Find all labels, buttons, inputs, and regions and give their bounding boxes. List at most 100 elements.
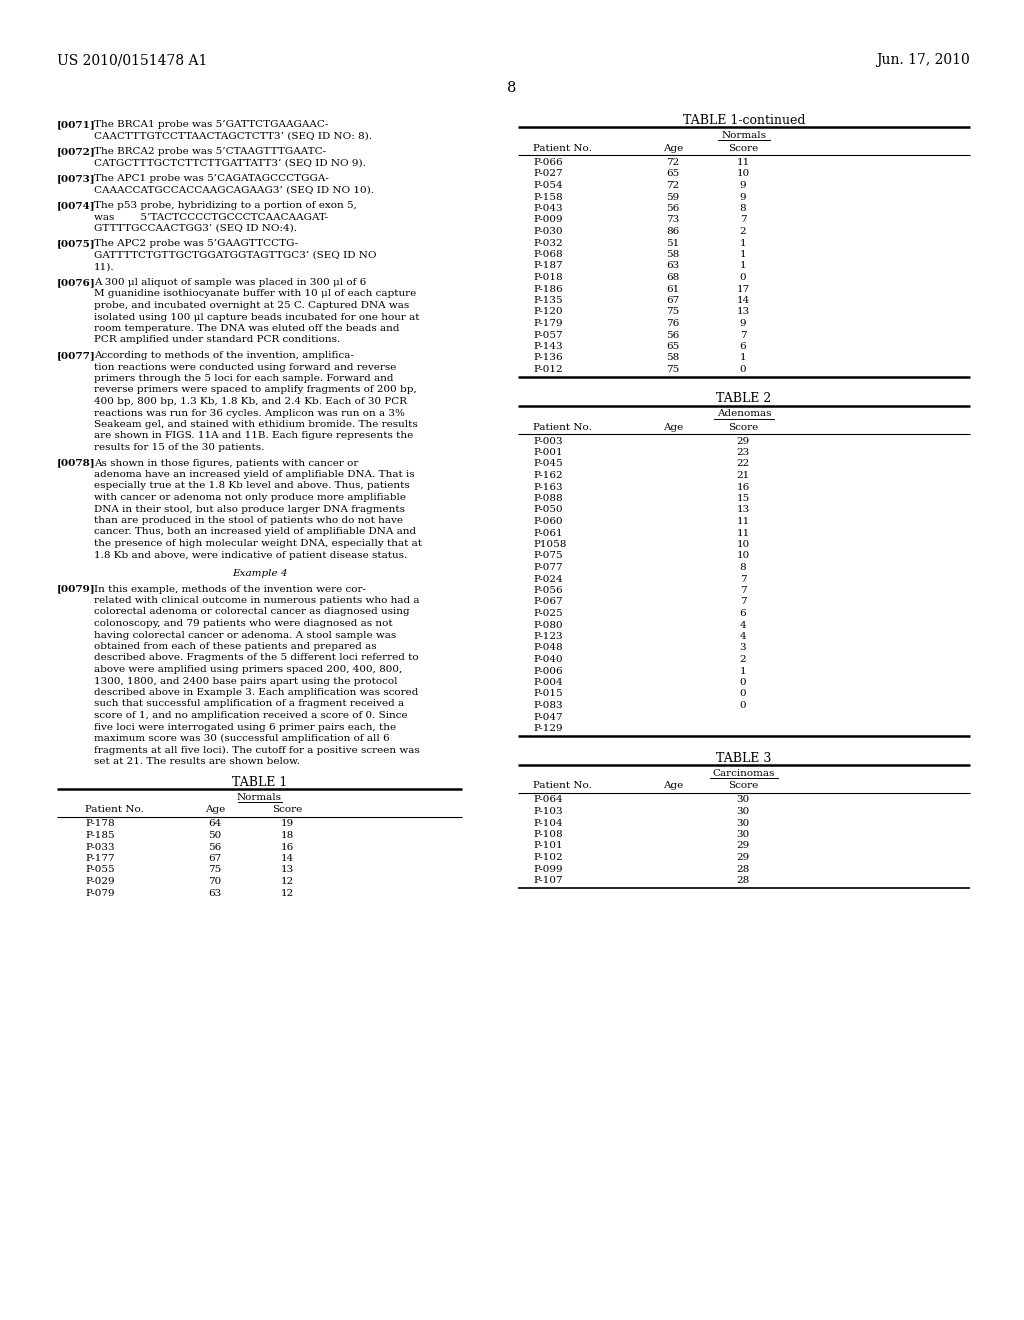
Text: P-047: P-047 xyxy=(534,713,562,722)
Text: 7: 7 xyxy=(739,598,746,606)
Text: 29: 29 xyxy=(736,437,750,446)
Text: 56: 56 xyxy=(208,842,221,851)
Text: [0074]: [0074] xyxy=(57,201,95,210)
Text: [0078]: [0078] xyxy=(57,458,95,467)
Text: 86: 86 xyxy=(667,227,680,236)
Text: 0: 0 xyxy=(739,366,746,374)
Text: [0071]: [0071] xyxy=(57,120,96,129)
Text: [0073]: [0073] xyxy=(57,174,95,183)
Text: 17: 17 xyxy=(736,285,750,293)
Text: 1300, 1800, and 2400 base pairs apart using the protocol: 1300, 1800, and 2400 base pairs apart us… xyxy=(94,676,397,685)
Text: than are produced in the stool of patients who do not have: than are produced in the stool of patien… xyxy=(94,516,403,525)
Text: P-068: P-068 xyxy=(534,249,562,259)
Text: 10: 10 xyxy=(736,552,750,561)
Text: described above. Fragments of the 5 different loci referred to: described above. Fragments of the 5 diff… xyxy=(94,653,419,663)
Text: especially true at the 1.8 Kb level and above. Thus, patients: especially true at the 1.8 Kb level and … xyxy=(94,482,410,491)
Text: 9: 9 xyxy=(739,319,746,327)
Text: In this example, methods of the invention were cor-: In this example, methods of the inventio… xyxy=(94,585,366,594)
Text: 15: 15 xyxy=(736,494,750,503)
Text: 2: 2 xyxy=(739,655,746,664)
Text: described above in Example 3. Each amplification was scored: described above in Example 3. Each ampli… xyxy=(94,688,419,697)
Text: 11: 11 xyxy=(736,517,750,525)
Text: obtained from each of these patients and prepared as: obtained from each of these patients and… xyxy=(94,642,377,651)
Text: 13: 13 xyxy=(736,506,750,515)
Text: Normals: Normals xyxy=(237,792,282,801)
Text: P-129: P-129 xyxy=(534,723,562,733)
Text: The APC1 probe was 5’CAGATAGCCCTGGA-: The APC1 probe was 5’CAGATAGCCCTGGA- xyxy=(94,174,329,183)
Text: room temperature. The DNA was eluted off the beads and: room temperature. The DNA was eluted off… xyxy=(94,323,399,333)
Text: 29: 29 xyxy=(736,853,750,862)
Text: According to methods of the invention, amplifica-: According to methods of the invention, a… xyxy=(94,351,354,360)
Text: P-185: P-185 xyxy=(85,832,115,840)
Text: 7: 7 xyxy=(739,574,746,583)
Text: P-077: P-077 xyxy=(534,564,562,572)
Text: P-061: P-061 xyxy=(534,528,562,537)
Text: TABLE 1: TABLE 1 xyxy=(231,776,287,788)
Text: 400 bp, 800 bp, 1.3 Kb, 1.8 Kb, and 2.4 Kb. Each of 30 PCR: 400 bp, 800 bp, 1.3 Kb, 1.8 Kb, and 2.4 … xyxy=(94,397,407,407)
Text: P-015: P-015 xyxy=(534,689,562,698)
Text: Patient No.: Patient No. xyxy=(85,805,144,814)
Text: Patient No.: Patient No. xyxy=(534,144,592,153)
Text: 23: 23 xyxy=(736,447,750,457)
Text: adenoma have an increased yield of amplifiable DNA. That is: adenoma have an increased yield of ampli… xyxy=(94,470,415,479)
Text: 1: 1 xyxy=(739,239,746,248)
Text: 8: 8 xyxy=(739,564,746,572)
Text: 21: 21 xyxy=(736,471,750,480)
Text: GATTTTCTGTTGCTGGATGGTAGTTGC3’ (SEQ ID NO: GATTTTCTGTTGCTGGATGGTAGTTGC3’ (SEQ ID NO xyxy=(94,251,377,260)
Text: [0076]: [0076] xyxy=(57,279,96,286)
Text: P-107: P-107 xyxy=(534,876,562,884)
Text: M guanidine isothiocyanate buffer with 10 μl of each capture: M guanidine isothiocyanate buffer with 1… xyxy=(94,289,416,298)
Text: 67: 67 xyxy=(667,296,680,305)
Text: CATGCTTTGCTCTTCTTGATTATТ3’ (SEQ ID NO 9).: CATGCTTTGCTCTTCTTGATTATТ3’ (SEQ ID NO 9)… xyxy=(94,158,366,168)
Text: 11).: 11). xyxy=(94,263,115,272)
Text: 72: 72 xyxy=(667,158,680,168)
Text: 65: 65 xyxy=(667,169,680,178)
Text: P-108: P-108 xyxy=(534,830,562,840)
Text: The p53 probe, hybridizing to a portion of exon 5,: The p53 probe, hybridizing to a portion … xyxy=(94,201,357,210)
Text: with cancer or adenoma not only produce more amplifiable: with cancer or adenoma not only produce … xyxy=(94,492,406,502)
Text: 29: 29 xyxy=(736,842,750,850)
Text: 1: 1 xyxy=(739,354,746,363)
Text: P-045: P-045 xyxy=(534,459,562,469)
Text: P-054: P-054 xyxy=(534,181,562,190)
Text: 50: 50 xyxy=(208,832,221,840)
Text: P-136: P-136 xyxy=(534,354,562,363)
Text: 51: 51 xyxy=(667,239,680,248)
Text: CAAACCATGCCACCAAGCAGAAG3’ (SEQ ID NO 10).: CAAACCATGCCACCAAGCAGAAG3’ (SEQ ID NO 10)… xyxy=(94,186,374,194)
Text: P-050: P-050 xyxy=(534,506,562,515)
Text: Normals: Normals xyxy=(722,131,767,140)
Text: 72: 72 xyxy=(667,181,680,190)
Text: TABLE 1-continued: TABLE 1-continued xyxy=(683,114,805,127)
Text: P-120: P-120 xyxy=(534,308,562,317)
Text: maximum score was 30 (successful amplification of all 6: maximum score was 30 (successful amplifi… xyxy=(94,734,389,743)
Text: P-075: P-075 xyxy=(534,552,562,561)
Text: 30: 30 xyxy=(736,818,750,828)
Text: 59: 59 xyxy=(667,193,680,202)
Text: P-103: P-103 xyxy=(534,807,562,816)
Text: A 300 μl aliquot of sample was placed in 300 μl of 6: A 300 μl aliquot of sample was placed in… xyxy=(94,279,367,286)
Text: 9: 9 xyxy=(739,181,746,190)
Text: results for 15 of the 30 patients.: results for 15 of the 30 patients. xyxy=(94,444,264,451)
Text: [0075]: [0075] xyxy=(57,239,95,248)
Text: P-104: P-104 xyxy=(534,818,562,828)
Text: 56: 56 xyxy=(667,205,680,213)
Text: 0: 0 xyxy=(739,678,746,686)
Text: P-009: P-009 xyxy=(534,215,562,224)
Text: five loci were interrogated using 6 primer pairs each, the: five loci were interrogated using 6 prim… xyxy=(94,722,396,731)
Text: [0077]: [0077] xyxy=(57,351,96,360)
Text: P-064: P-064 xyxy=(534,796,562,804)
Text: P-179: P-179 xyxy=(534,319,562,327)
Text: 1: 1 xyxy=(739,667,746,676)
Text: P-057: P-057 xyxy=(534,330,562,339)
Text: above were amplified using primers spaced 200, 400, 800,: above were amplified using primers space… xyxy=(94,665,402,675)
Text: P-101: P-101 xyxy=(534,842,562,850)
Text: 2: 2 xyxy=(739,227,746,236)
Text: was        5’TACTCCCCTGCCCTCAACAAGAT-: was 5’TACTCCCCTGCCCTCAACAAGAT- xyxy=(94,213,328,222)
Text: P-088: P-088 xyxy=(534,494,562,503)
Text: TABLE 2: TABLE 2 xyxy=(717,392,772,405)
Text: 16: 16 xyxy=(736,483,750,491)
Text: P-066: P-066 xyxy=(534,158,562,168)
Text: P-079: P-079 xyxy=(85,888,115,898)
Text: 8: 8 xyxy=(507,81,517,95)
Text: cancer. Thus, both an increased yield of amplifiable DNA and: cancer. Thus, both an increased yield of… xyxy=(94,528,416,536)
